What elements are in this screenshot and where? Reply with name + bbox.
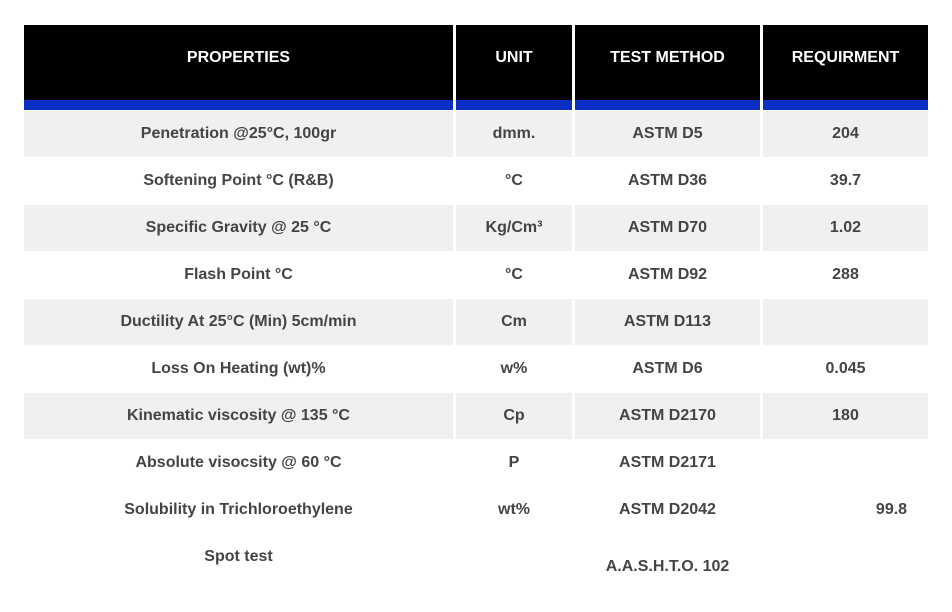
table-row: Ductility At 25°C (Min) 5cm/min Cm ASTM D1… — [24, 299, 928, 346]
cell-unit — [456, 534, 572, 580]
table-row: Kinematic viscosity @ 135 °C Cp ASTM D2170… — [24, 393, 928, 440]
cell-method: ASTM D2042 — [619, 501, 716, 518]
cell-method: ASTM D36 — [627, 172, 708, 189]
cell-property: Loss On Heating (wt)% — [151, 360, 326, 377]
cell-method: ASTM D6 — [632, 360, 703, 377]
table-row: Spot test A.A.S.H.T.O. 102 — [24, 534, 928, 581]
cell-unit: P — [508, 454, 520, 471]
cell-requirement: 0.045 — [825, 360, 866, 377]
cell-method: ASTM D5 — [575, 111, 760, 157]
cell-unit: Cp — [456, 393, 572, 439]
cell-property: Specific Gravity @ 25 °C — [24, 205, 453, 251]
cell-property: Solubility in Trichloroethylene — [124, 501, 353, 518]
cell-requirement — [763, 534, 928, 580]
table-row: Softening Point °C (R&B) °C ASTM D36 39.7 — [24, 158, 928, 205]
table-row: Specific Gravity @ 25 °C Kg/Cm³ ASTM D70 1.… — [24, 205, 928, 252]
cell-unit: °C — [505, 266, 523, 283]
cell-unit: °C — [505, 172, 523, 189]
table-row: Solubility in Trichloroethylene wt% ASTM D… — [24, 487, 928, 534]
cell-unit: wt% — [498, 501, 530, 518]
cell-property: Flash Point °C — [184, 266, 293, 283]
cell-requirement: 99.8 — [875, 501, 908, 518]
cell-unit: Kg/Cm³ — [456, 205, 572, 251]
cell-property: Ductility At 25°C (Min) 5cm/min — [24, 299, 453, 345]
header-test-method: TEST METHOD — [575, 25, 760, 110]
cell-unit: w% — [500, 360, 528, 377]
table-row: Loss On Heating (wt)% w% ASTM D6 0.045 — [24, 346, 928, 393]
cell-property: Absolute visocsity @ 60 °C — [135, 454, 342, 471]
header-unit: UNIT — [456, 25, 572, 110]
cell-method: ASTM D2170 — [575, 393, 760, 439]
cell-property: Softening Point °C (R&B) — [143, 172, 334, 189]
table-row: Penetration @25°C, 100gr dmm. ASTM D5 204 — [24, 111, 928, 158]
cell-requirement: 39.7 — [829, 172, 862, 189]
cell-requirement: 1.02 — [763, 205, 928, 251]
table-row: Flash Point °C °C ASTM D92 288 — [24, 252, 928, 299]
cell-method: ASTM D2171 — [619, 454, 716, 471]
cell-requirement: 204 — [763, 111, 928, 157]
cell-property: Kinematic viscosity @ 135 °C — [24, 393, 453, 439]
cell-unit: Cm — [456, 299, 572, 345]
header-requirement: REQUIRMENT — [763, 25, 928, 110]
cell-requirement: 288 — [832, 266, 859, 283]
header-properties: PROPERTIES — [24, 25, 453, 110]
cell-property: Spot test — [204, 548, 273, 565]
cell-method: A.A.S.H.T.O. 102 — [605, 558, 730, 575]
cell-property: Penetration @25°C, 100gr — [24, 111, 453, 157]
cell-method: ASTM D92 — [627, 266, 708, 283]
cell-requirement — [763, 299, 928, 345]
cell-requirement — [763, 440, 928, 486]
cell-unit: dmm. — [456, 111, 572, 157]
cell-method: ASTM D113 — [575, 299, 760, 345]
table-row: Absolute visocsity @ 60 °C P ASTM D2171 — [24, 440, 928, 487]
cell-method: ASTM D70 — [575, 205, 760, 251]
cell-requirement: 180 — [763, 393, 928, 439]
